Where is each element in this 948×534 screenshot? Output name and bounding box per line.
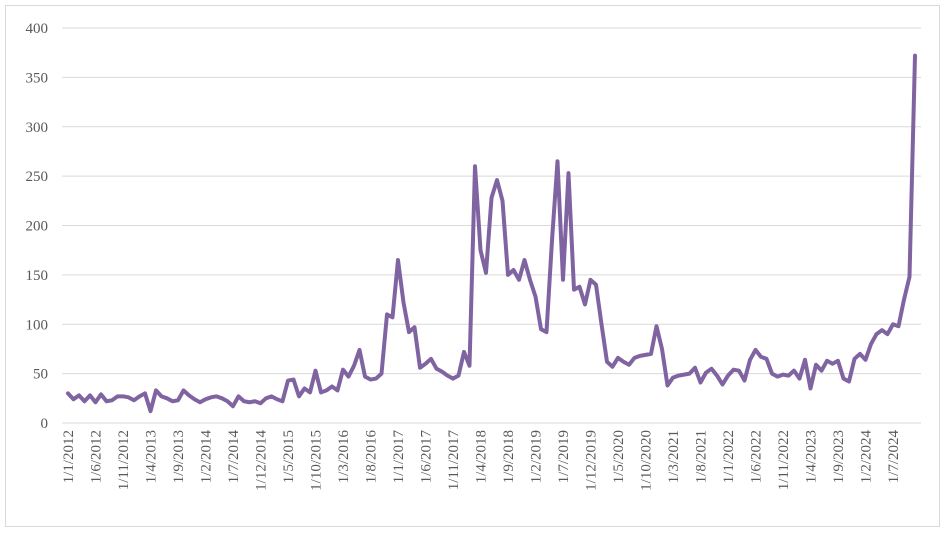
x-tick-label: 1/9/2013 [171, 430, 187, 483]
y-tick-label: 50 [33, 367, 48, 383]
x-tick-label: 1/6/2022 [749, 430, 765, 483]
x-tick-label: 1/6/2017 [419, 430, 435, 484]
x-tick-label: 1/2/2024 [859, 430, 875, 484]
x-tick-label: 1/4/2023 [804, 430, 820, 483]
y-tick-label: 0 [41, 416, 49, 432]
x-tick-label: 1/11/2017 [446, 430, 462, 491]
y-tick-label: 100 [26, 317, 49, 333]
x-tick-label: 1/7/2014 [226, 430, 242, 484]
x-tick-label: 1/11/2012 [116, 430, 132, 490]
y-tick-label: 250 [26, 169, 49, 185]
x-tick-label: 1/5/2015 [281, 430, 297, 483]
y-tick-label: 300 [26, 120, 49, 136]
x-tick-label: 1/4/2018 [474, 430, 490, 483]
x-tick-label: 1/7/2024 [886, 430, 902, 484]
y-tick-label: 150 [26, 268, 49, 284]
x-tick-label: 1/10/2020 [639, 430, 655, 491]
x-tick-label: 1/2/2019 [529, 430, 545, 483]
x-tick-label: 1/1/2017 [391, 430, 407, 484]
x-tick-label: 1/9/2018 [501, 430, 517, 483]
y-tick-label: 350 [26, 70, 49, 86]
x-tick-label: 1/9/2023 [831, 430, 847, 483]
x-tick-label: 1/8/2021 [694, 430, 710, 483]
x-tick-label: 1/12/2019 [584, 430, 600, 491]
x-tick-label: 1/8/2016 [364, 430, 380, 484]
y-tick-label: 400 [26, 21, 49, 37]
x-tick-label: 1/2/2014 [199, 430, 215, 484]
x-tick-label: 1/7/2019 [556, 430, 572, 483]
y-tick-label: 200 [26, 219, 49, 235]
x-tick-label: 1/3/2021 [666, 430, 682, 483]
x-tick-label: 1/1/2012 [61, 430, 77, 483]
x-tick-label: 1/10/2015 [309, 430, 325, 491]
x-tick-label: 1/1/2022 [721, 430, 737, 483]
x-tick-label: 1/12/2014 [254, 430, 270, 491]
x-tick-label: 1/3/2016 [336, 430, 352, 484]
x-tick-label: 1/4/2013 [144, 430, 160, 483]
x-tick-label: 1/5/2020 [611, 430, 627, 483]
x-tick-label: 1/11/2022 [776, 430, 792, 490]
data-line [66, 53, 917, 414]
x-tick-label: 1/6/2012 [89, 430, 105, 483]
